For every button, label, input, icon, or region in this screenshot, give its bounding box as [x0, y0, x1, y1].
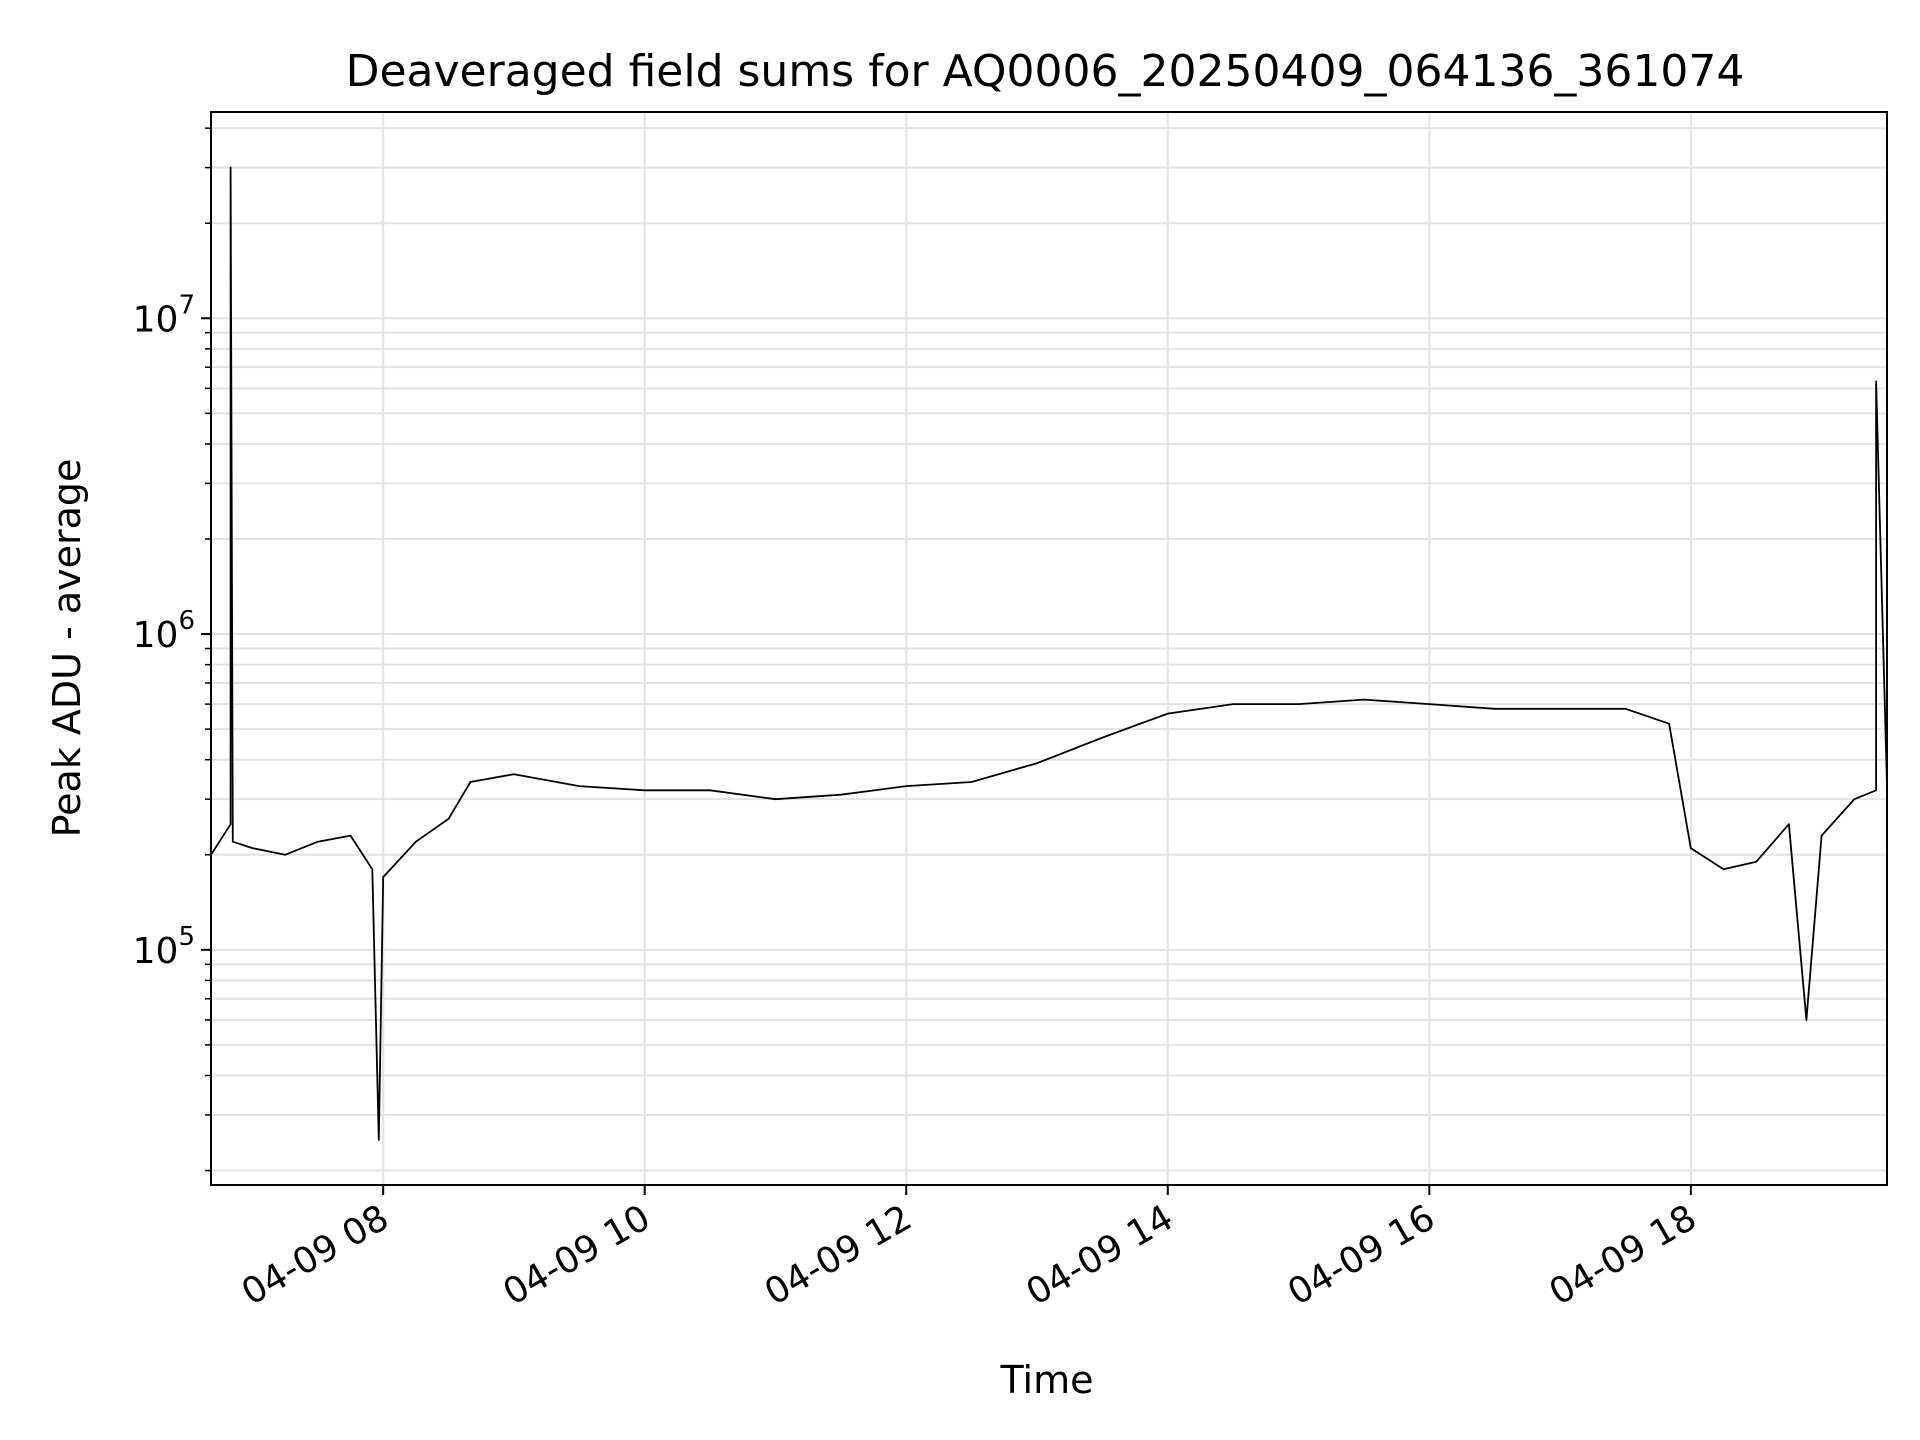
y-tick-label-exponent: 7: [178, 290, 195, 320]
data-point: [1036, 762, 1038, 764]
data-point: [1875, 789, 1877, 792]
y-tick-label: 107: [133, 290, 195, 340]
data-point: [251, 847, 254, 849]
data-point: [378, 1139, 380, 1141]
y-tick-label-base: 10: [133, 299, 179, 340]
y-tick-label: 106: [133, 606, 195, 656]
grid: [211, 112, 1887, 1185]
data-point: [1428, 703, 1431, 705]
data-point: [371, 868, 374, 870]
y-tick-label-base: 10: [133, 615, 179, 656]
data-point: [447, 818, 450, 820]
data-point: [229, 166, 232, 169]
data-point: [1559, 708, 1561, 710]
data-point: [317, 840, 319, 843]
y-tick-label-base: 10: [133, 931, 179, 972]
data-point: [349, 834, 352, 837]
data-point: [1853, 798, 1856, 800]
data-point: [905, 785, 907, 787]
chart-title: Deaveraged field sums for AQ0006_2025040…: [346, 46, 1745, 97]
y-tick-label: 105: [133, 922, 195, 972]
data-point: [284, 854, 286, 856]
data-point: [774, 798, 777, 800]
data-point: [1232, 703, 1234, 705]
data-point: [578, 785, 581, 787]
data-point: [382, 876, 385, 878]
x-axis-label: Time: [1000, 1358, 1094, 1402]
data-point: [1788, 823, 1790, 825]
data-point: [643, 789, 646, 792]
data-point: [1297, 703, 1300, 705]
data-point: [229, 823, 232, 825]
data-point: [1875, 380, 1877, 383]
data-point: [1820, 834, 1823, 837]
data-point: [513, 773, 515, 775]
data-point: [1805, 1019, 1808, 1021]
data-point: [1722, 868, 1725, 870]
data-point: [1755, 861, 1757, 863]
data-point: [970, 781, 973, 783]
data-point: [469, 781, 472, 783]
data-point: [415, 840, 417, 843]
data-point: [1363, 698, 1365, 701]
y-axis-label: Peak ADU - average: [45, 459, 89, 838]
y-tick-label-exponent: 6: [178, 606, 195, 636]
data-point: [1101, 736, 1104, 739]
data-point: [1493, 708, 1496, 710]
data-point: [840, 793, 842, 796]
data-point: [1668, 722, 1670, 725]
data-point: [232, 840, 234, 843]
data-point: [1624, 708, 1627, 710]
data-point: [1690, 847, 1692, 849]
data-point: [1167, 712, 1169, 715]
y-tick-label-exponent: 5: [178, 922, 195, 952]
data-point: [709, 789, 711, 792]
